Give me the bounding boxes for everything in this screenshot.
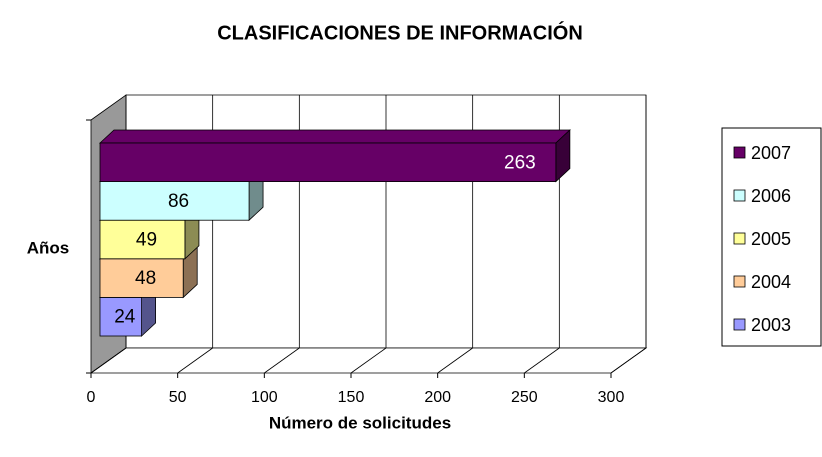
legend-label: 2006	[751, 186, 791, 206]
data-label: 263	[504, 152, 536, 173]
data-label: 49	[136, 230, 157, 251]
grid-line	[264, 347, 300, 374]
grid-line	[90, 347, 127, 374]
bar	[99, 181, 250, 221]
chart-title: CLASIFICACIONES DE INFORMACIÓN	[217, 20, 583, 44]
x-tick-label: 150	[338, 389, 365, 406]
data-label: 86	[168, 191, 189, 212]
bar	[99, 296, 142, 337]
y-axis-title: Años	[27, 238, 70, 257]
data-label: 48	[135, 268, 156, 289]
x-tick-label: 250	[511, 389, 538, 406]
legend-label: 2004	[751, 272, 791, 292]
bar	[99, 219, 186, 260]
bar	[99, 258, 184, 298]
x-tick-label: 100	[251, 389, 278, 406]
legend-swatch	[733, 189, 746, 202]
x-tick-label: 50	[169, 389, 187, 406]
grid-line	[177, 347, 213, 374]
legend-label: 2003	[751, 315, 791, 335]
grid-line	[524, 347, 560, 374]
x-tick-label: 0	[87, 389, 96, 406]
legend-label: 2005	[751, 229, 791, 249]
legend-label: 2007	[751, 143, 791, 163]
legend-swatch	[733, 146, 746, 159]
legend-swatch	[733, 275, 746, 288]
legend-swatch	[733, 232, 746, 245]
grid-line	[610, 347, 647, 374]
legend-swatch	[733, 318, 746, 331]
x-tick-label: 200	[424, 389, 451, 406]
bar-top	[98, 129, 571, 144]
data-label: 24	[114, 307, 136, 328]
x-axis-title: Número de solicitudes	[269, 413, 451, 432]
x-tick-label: 300	[598, 389, 625, 406]
grid-line	[350, 347, 387, 374]
bar	[99, 142, 557, 182]
grid-line	[437, 347, 473, 374]
